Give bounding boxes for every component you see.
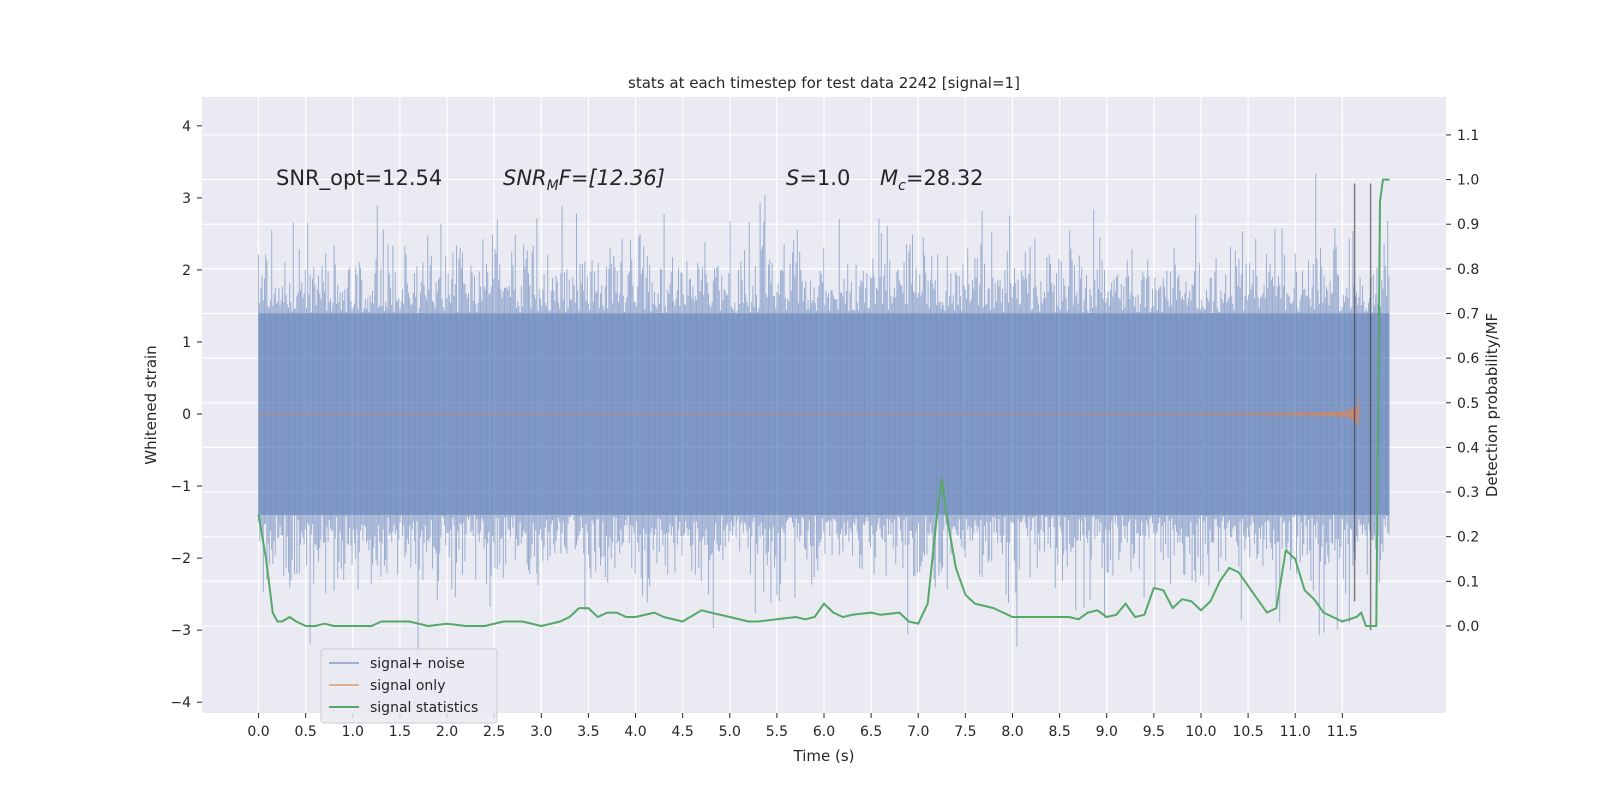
- right-y-tick-label: 0.3: [1457, 485, 1479, 501]
- right-y-axis-label: Detection probability/MF: [1483, 313, 1501, 497]
- x-tick-label: 0.5: [295, 724, 317, 740]
- legend-box: [320, 648, 498, 724]
- annotation-snr-mf-sub: M: [547, 178, 559, 194]
- x-tick-label: 9.5: [1143, 724, 1165, 740]
- left-y-tick-label: 3: [182, 191, 191, 207]
- annotation-mc-sub: c: [898, 178, 906, 194]
- x-tick-label: 4.5: [672, 724, 694, 740]
- x-tick-label: 0.0: [247, 724, 269, 740]
- x-tick-label: 11.5: [1327, 724, 1358, 740]
- x-tick-label: 5.0: [719, 724, 741, 740]
- x-tick-label: 8.5: [1048, 724, 1070, 740]
- annotation-snr-opt: SNR_opt=12.54: [276, 166, 442, 191]
- x-tick-label: 7.5: [954, 724, 976, 740]
- annotation-s: S=1.0: [786, 166, 850, 190]
- right-y-tick-label: 0.9: [1457, 217, 1479, 233]
- x-tick-label: 1.0: [342, 724, 364, 740]
- right-y-tick-label: 0.0: [1457, 619, 1479, 635]
- annotation-s-label: S: [786, 166, 799, 190]
- legend-label-signal-statistics: signal statistics: [370, 700, 478, 716]
- right-y-ticks: 1.1 1.0 0.9 0.8 0.7 0.6 0.5 0.4 0.3 0.2 0.1 0.0: [1446, 128, 1479, 635]
- x-tick-label: 10.5: [1233, 724, 1264, 740]
- x-tick-label: 8.0: [1001, 724, 1023, 740]
- right-y-tick-label: 0.6: [1457, 351, 1479, 367]
- x-ticks: 0.0 0.5 1.0 1.5 2.0 2.5 3.0 3.5 4.0 4.5 5.0 5.5 6.0 6…: [247, 713, 1358, 740]
- x-tick-label: 10.0: [1185, 724, 1216, 740]
- x-tick-label: 1.5: [389, 724, 411, 740]
- signal-statistics-line: [257, 178, 1390, 627]
- left-y-tick-label: −1: [170, 479, 191, 495]
- x-tick-label: 4.0: [624, 724, 646, 740]
- x-tick-label: 9.0: [1096, 724, 1118, 740]
- x-tick-label: 6.5: [860, 724, 882, 740]
- annotation-mc-label: M: [880, 166, 898, 190]
- legend-label-signal-only: signal only: [370, 678, 445, 694]
- x-tick-label: 2.5: [483, 724, 505, 740]
- right-y-tick-label: 1.0: [1457, 173, 1479, 189]
- right-y-tick-label: 0.7: [1457, 306, 1479, 322]
- right-y-tick-label: 0.5: [1457, 396, 1479, 412]
- x-tick-label: 6.0: [813, 724, 835, 740]
- right-y-tick-label: 0.4: [1457, 440, 1479, 456]
- left-y-ticks: 4 3 2 1 0 −1 −2 −3 −4: [170, 119, 202, 711]
- right-y-tick-label: 0.1: [1457, 574, 1479, 590]
- left-y-tick-label: −3: [170, 623, 191, 639]
- annotation-s-rest: =1.0: [799, 166, 850, 190]
- x-tick-label: 2.0: [436, 724, 458, 740]
- chart-title: stats at each timestep for test data 224…: [628, 74, 1020, 92]
- right-y-tick-label: 0.2: [1457, 530, 1479, 546]
- legend: signal+ noise signal only signal statist…: [320, 648, 498, 724]
- left-y-tick-label: 1: [182, 335, 191, 351]
- left-y-tick-label: 2: [182, 263, 191, 279]
- left-y-tick-label: 0: [182, 407, 191, 423]
- signal-only-line: [258, 395, 1360, 427]
- left-y-axis-label: Whitened strain: [142, 345, 160, 464]
- annotation-mc: Mc=28.32: [880, 166, 984, 194]
- legend-label-signal-noise: signal+ noise: [370, 656, 465, 672]
- annotation-mc-rest: =28.32: [906, 166, 984, 190]
- annotation-snr-mf-label: SNR: [503, 166, 547, 190]
- x-tick-label: 3.5: [577, 724, 599, 740]
- annotation-snr-mf-rest: F=[12.36]: [559, 166, 665, 190]
- x-tick-label: 3.0: [530, 724, 552, 740]
- left-y-tick-label: 4: [182, 119, 191, 135]
- x-axis-label: Time (s): [793, 747, 855, 765]
- plot-area: [257, 173, 1390, 655]
- x-tick-label: 7.0: [907, 724, 929, 740]
- annotation-snr-mf: SNRMF=[12.36]: [503, 166, 665, 194]
- left-y-tick-label: −2: [170, 551, 191, 567]
- right-y-tick-label: 0.8: [1457, 262, 1479, 278]
- right-y-tick-label: 1.1: [1457, 128, 1479, 144]
- left-y-tick-label: −4: [170, 695, 191, 711]
- annotations: SNR_opt=12.54 SNRMF=[12.36] S=1.0 Mc=28.…: [276, 166, 984, 194]
- x-tick-label: 11.0: [1280, 724, 1311, 740]
- x-tick-label: 5.5: [766, 724, 788, 740]
